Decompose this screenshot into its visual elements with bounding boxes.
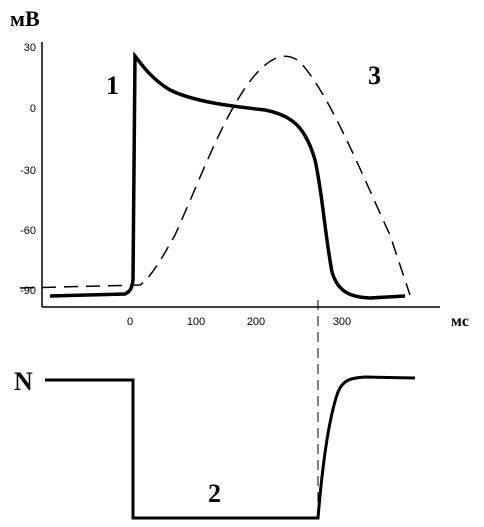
level-label: N	[14, 367, 33, 396]
y-tick-label: 30	[24, 42, 36, 54]
action-potential-curve	[49, 51, 406, 300]
y-tick-label: -90	[20, 285, 36, 297]
y-axis-label: мВ	[10, 6, 40, 31]
contraction-curve	[19, 55, 411, 296]
excitability-curve	[45, 375, 416, 520]
curve-label: 1	[106, 71, 119, 100]
curve-label: 2	[208, 479, 221, 508]
y-tick-label: -30	[20, 165, 36, 177]
x-tick-label: 0	[127, 316, 133, 328]
x-tick-label: 200	[247, 316, 265, 328]
curve-label: 3	[368, 61, 381, 90]
x-tick-label: 100	[187, 316, 205, 328]
y-tick-label: -60	[20, 225, 36, 237]
y-tick-label: 0	[30, 103, 36, 115]
x-axis-label: мс	[451, 313, 469, 330]
x-tick-label: 300	[333, 316, 351, 328]
